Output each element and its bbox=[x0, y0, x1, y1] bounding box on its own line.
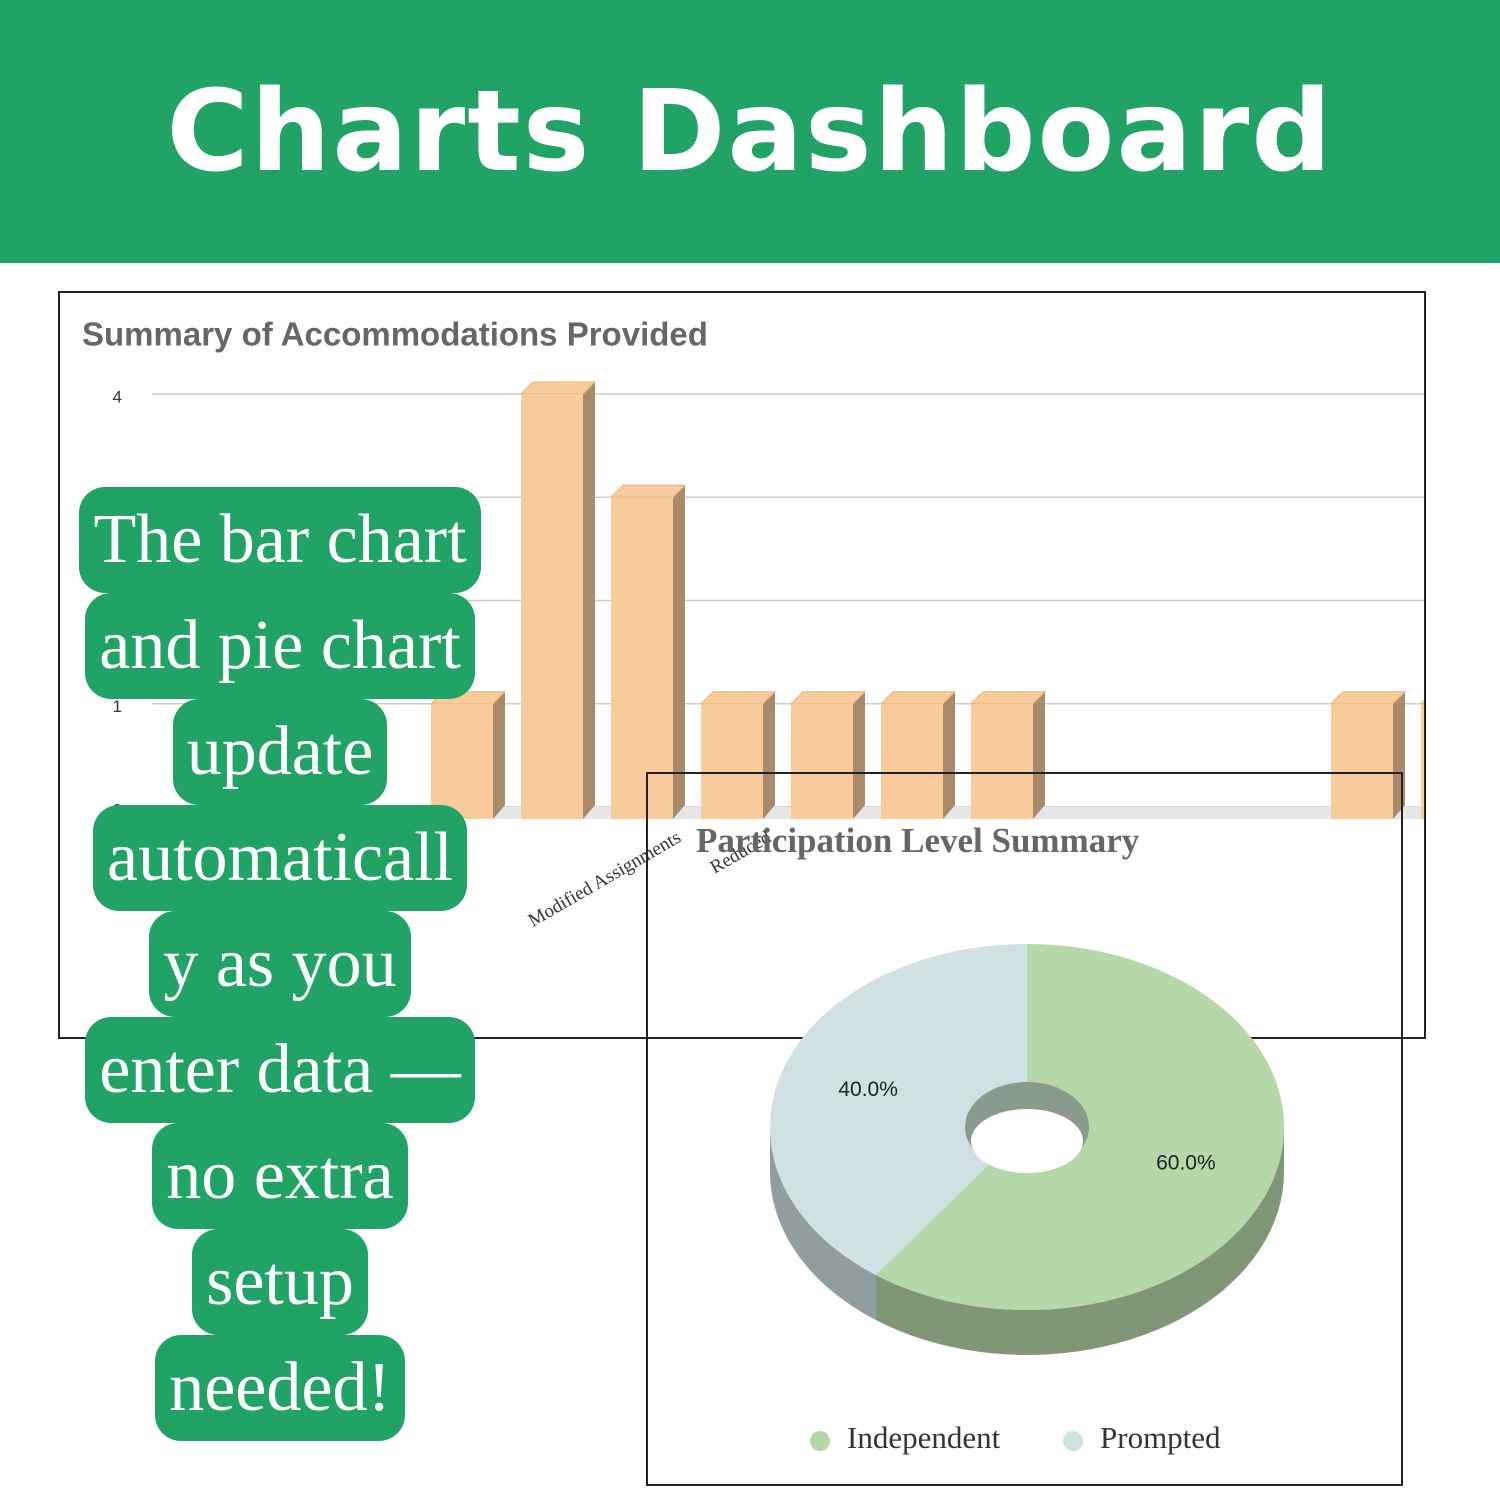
callout-line: setup bbox=[192, 1229, 368, 1335]
bar-side bbox=[673, 485, 685, 819]
bar-top bbox=[969, 691, 1047, 705]
bar bbox=[1421, 703, 1424, 819]
chart-title: Participation Level Summary bbox=[696, 821, 1140, 860]
data-label: 40.0% bbox=[838, 1078, 898, 1101]
pie-hole bbox=[971, 1109, 1083, 1173]
bar bbox=[611, 497, 673, 819]
pie-side bbox=[875, 1127, 1284, 1355]
callout: The bar chart and pie chart update automati… bbox=[25, 487, 535, 1441]
callout-line: y as you bbox=[149, 911, 411, 1017]
chart-title: Summary of Accommodations Provided bbox=[82, 316, 708, 353]
legend-swatch bbox=[1063, 1431, 1083, 1451]
bar-top bbox=[1419, 700, 1424, 705]
bar-top bbox=[879, 691, 957, 705]
bar-side bbox=[763, 691, 775, 819]
legend-swatch bbox=[810, 1431, 830, 1451]
bar-chart: Summary of Accommodations Provided 01234… bbox=[58, 291, 1426, 1039]
callout-line: and pie chart bbox=[85, 593, 475, 699]
header: Charts Dashboard bbox=[0, 0, 1500, 263]
bar-side bbox=[1033, 691, 1045, 819]
header-title: Charts Dashboard bbox=[166, 66, 1334, 197]
bar bbox=[881, 703, 943, 819]
callout-line: enter data — bbox=[85, 1017, 475, 1123]
y-tick-label: 1 bbox=[113, 697, 122, 716]
callout-line: The bar chart bbox=[79, 487, 481, 593]
bar-top bbox=[699, 691, 777, 705]
pie-side bbox=[770, 1127, 876, 1321]
bar bbox=[521, 394, 583, 819]
pie-chart: Participation Level Summary 60.0% 40.0% In… bbox=[646, 772, 1403, 1486]
bar bbox=[791, 703, 853, 819]
legend-label: Prompted bbox=[1100, 1420, 1221, 1455]
callout-line: automaticall bbox=[93, 805, 467, 911]
bar-top bbox=[519, 381, 597, 395]
bar-side bbox=[853, 691, 865, 819]
y-tick-label: 4 bbox=[113, 387, 122, 406]
bar-side bbox=[583, 382, 595, 819]
bar bbox=[701, 703, 763, 819]
callout-line: needed! bbox=[155, 1335, 405, 1441]
bar bbox=[1331, 703, 1393, 819]
legend-label: Independent bbox=[847, 1420, 1001, 1455]
pie-slice bbox=[770, 944, 1027, 1276]
bar-top bbox=[1329, 691, 1407, 705]
bar-side bbox=[493, 691, 505, 819]
bar bbox=[971, 703, 1033, 819]
bar-side bbox=[943, 691, 955, 819]
bar-top bbox=[789, 691, 867, 705]
callout-line: no extra bbox=[152, 1123, 408, 1229]
bar bbox=[431, 703, 493, 819]
callout-line: update bbox=[172, 699, 388, 805]
data-label: 60.0% bbox=[1156, 1151, 1216, 1174]
bar-top bbox=[609, 484, 687, 498]
